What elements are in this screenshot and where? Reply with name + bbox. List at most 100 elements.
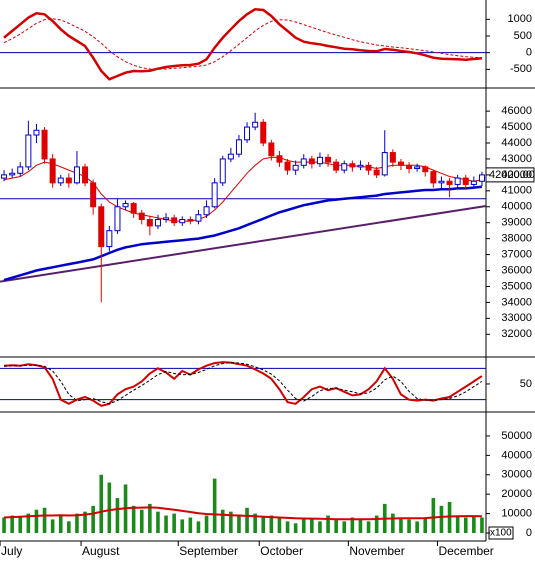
volume-bar [245,507,249,534]
candle-body [57,177,64,184]
volume-bar [26,513,31,534]
y-tick-label: 45000 [501,121,532,133]
candle-body [389,152,396,163]
y-tick-label: 39000 [501,217,532,229]
volume-bar [212,478,217,534]
volume-bar [269,515,274,534]
volume-bar [472,515,476,534]
volume-bar [358,519,363,534]
volume-bar [83,511,87,534]
y-tick-label: 20000 [501,488,532,500]
volume-bar [480,517,484,534]
candle-body [308,158,315,165]
candle-body [25,134,32,168]
candle-body [17,166,24,174]
candle-body [98,206,105,248]
y-tick-label: 38000 [501,233,532,245]
volume-bar [180,519,185,534]
volume-bar [172,513,176,534]
y-tick-label: 500 [514,30,532,42]
y-tick-label: 43000 [501,153,532,165]
volume-bar [107,482,112,534]
volume-bar [463,517,468,534]
volume-bar [237,515,241,534]
volume-bar [293,523,298,534]
candle-body [341,163,348,171]
candle-body [438,180,445,184]
y-tick-label: 35000 [501,280,532,292]
volume-bar [34,509,39,534]
candle-body [478,174,485,182]
volume-bar [131,505,136,534]
candle-body [414,166,421,170]
candle-body [365,164,372,171]
volume-bar [50,519,55,534]
volume-bar [91,505,95,534]
candle-body [227,153,234,160]
volume-bar [391,513,395,534]
volume-bar [423,517,428,534]
candle-body [179,219,186,224]
volume-bar [2,517,6,534]
y-tick-label: 30000 [501,469,532,481]
x-tick-label: December [438,544,493,558]
candle-body [284,161,291,171]
candle-body [244,126,251,141]
candle-body [9,172,16,176]
candle-body [446,180,453,185]
candle-body [422,166,429,173]
volume-bar [220,509,225,534]
candle-body [154,219,161,227]
y-tick-label: 46000 [501,105,532,117]
volume-bar [188,517,193,534]
volume-bar [285,521,290,534]
candle-body [49,158,56,184]
trend-line [0,204,487,283]
candle-body [106,230,113,248]
candle-body [454,177,461,185]
indicator-line [3,361,483,407]
volume-bar [229,511,233,534]
candle-body [462,177,469,185]
y-tick-label: 33000 [501,312,532,324]
candle-body [373,169,380,176]
candle-body [203,206,210,216]
volume-bar [318,521,322,534]
candle-body [130,203,137,214]
candle-body [470,180,477,185]
candle-body [268,142,275,157]
indicator-line [3,8,483,81]
volume-bar [301,517,306,534]
volume-bar [99,474,104,534]
volume-bar [455,515,460,534]
y-tick-label: 40000 [501,201,532,213]
candle-body [1,174,8,179]
unit-label: x100 [490,528,512,539]
candle-body [187,219,194,222]
y-tick-label: 44000 [501,137,532,149]
volume-bar [196,521,201,534]
indicator-line [3,362,483,405]
candle-body [430,171,437,184]
candle-body [138,212,145,221]
y-tick-label: -500 [510,63,532,75]
volume-bar [277,517,282,534]
y-tick-label: 40000 [501,449,532,461]
x-tick-label: July [1,544,22,558]
volume-bar [326,515,330,534]
candle-body [114,206,121,232]
candle-body [171,217,178,224]
candle-body [292,164,299,171]
volume-bar [334,519,338,534]
y-tick-label: 50 [520,378,532,390]
candle-body [195,214,202,222]
y-tick-label: 42000 [501,169,532,181]
volume-bar [139,509,144,534]
volume-bar [164,515,168,534]
candle-body [381,152,388,176]
volume-bar [18,516,23,534]
candle-body [406,164,413,170]
volume-bar [399,517,403,534]
candle-body [325,156,332,163]
